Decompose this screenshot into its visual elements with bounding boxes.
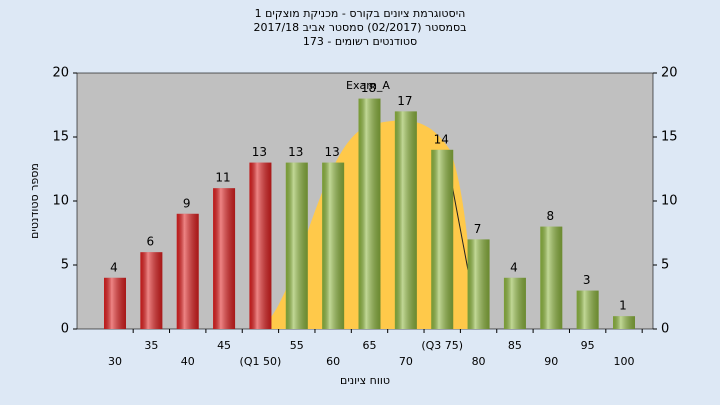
bar bbox=[540, 226, 563, 329]
x-tick-label: 55 bbox=[290, 339, 304, 352]
value-label: 18 bbox=[361, 81, 376, 95]
chart-title: היסטוגרמת ציונים בקורס - מכניקת מוצקים 1 bbox=[255, 7, 466, 20]
y-tick-label: 0 bbox=[61, 322, 69, 337]
value-label: 1 bbox=[619, 299, 627, 313]
x-tick-label: 65 bbox=[363, 339, 377, 352]
chart-subtitle: בסמסטר (02/2017) סמסטר אביב 2017/18 bbox=[253, 21, 466, 34]
value-label: 13 bbox=[325, 145, 340, 159]
bar bbox=[176, 213, 199, 329]
value-label: 17 bbox=[397, 94, 412, 108]
y-axis-label: מספר סטודנטים bbox=[28, 163, 41, 239]
bar bbox=[576, 290, 599, 329]
y2-tick-label: 15 bbox=[661, 130, 678, 145]
y-tick-label: 10 bbox=[52, 194, 69, 209]
chart-subtitle: סטודנטים רשומים - 173 bbox=[303, 35, 417, 48]
value-label: 9 bbox=[183, 196, 191, 210]
value-label: 3 bbox=[583, 273, 591, 287]
x-tick-label: 100 bbox=[614, 355, 635, 368]
y-tick-label: 20 bbox=[52, 66, 69, 81]
y-tick-label: 15 bbox=[52, 130, 69, 145]
bar bbox=[140, 252, 163, 329]
x-tick-label: (Q3 75) bbox=[421, 339, 463, 352]
y2-tick-label: 0 bbox=[661, 322, 669, 337]
x-tick-label: 35 bbox=[144, 339, 158, 352]
x-tick-label: 60 bbox=[326, 355, 340, 368]
x-axis-label: טווח ציונים bbox=[340, 374, 390, 387]
value-label: 4 bbox=[110, 260, 118, 274]
curve-line bbox=[451, 184, 469, 271]
x-tick-label: 80 bbox=[472, 355, 486, 368]
value-label: 11 bbox=[215, 171, 230, 185]
x-tick-label: 90 bbox=[544, 355, 558, 368]
x-tick-label: 70 bbox=[399, 355, 413, 368]
bar bbox=[358, 98, 381, 329]
x-tick-label: (Q1 50) bbox=[240, 355, 282, 368]
y2-tick-label: 5 bbox=[661, 258, 669, 273]
x-tick-label: 30 bbox=[108, 355, 122, 368]
y-tick-label: 5 bbox=[61, 258, 69, 273]
value-label: 6 bbox=[147, 235, 155, 249]
y2-tick-label: 20 bbox=[661, 66, 678, 81]
y2-tick-label: 10 bbox=[661, 194, 678, 209]
x-tick-label: 45 bbox=[217, 339, 231, 352]
x-tick-label: 95 bbox=[581, 339, 595, 352]
bar bbox=[285, 162, 308, 329]
bar bbox=[104, 277, 126, 329]
bar bbox=[394, 111, 417, 330]
bar bbox=[503, 277, 526, 329]
bar bbox=[431, 149, 454, 329]
bar bbox=[467, 239, 490, 329]
value-label: 4 bbox=[510, 260, 518, 274]
x-tick-label: 40 bbox=[181, 355, 195, 368]
value-label: 13 bbox=[288, 145, 303, 159]
bar bbox=[322, 162, 345, 329]
value-label: 7 bbox=[474, 222, 482, 236]
x-tick-label: 85 bbox=[508, 339, 522, 352]
value-label: 8 bbox=[546, 209, 554, 223]
bar bbox=[213, 188, 236, 329]
bar bbox=[613, 316, 635, 329]
value-label: 14 bbox=[434, 132, 449, 146]
value-label: 13 bbox=[252, 145, 267, 159]
annotation: Exam_A bbox=[346, 79, 390, 92]
bar bbox=[249, 162, 272, 329]
